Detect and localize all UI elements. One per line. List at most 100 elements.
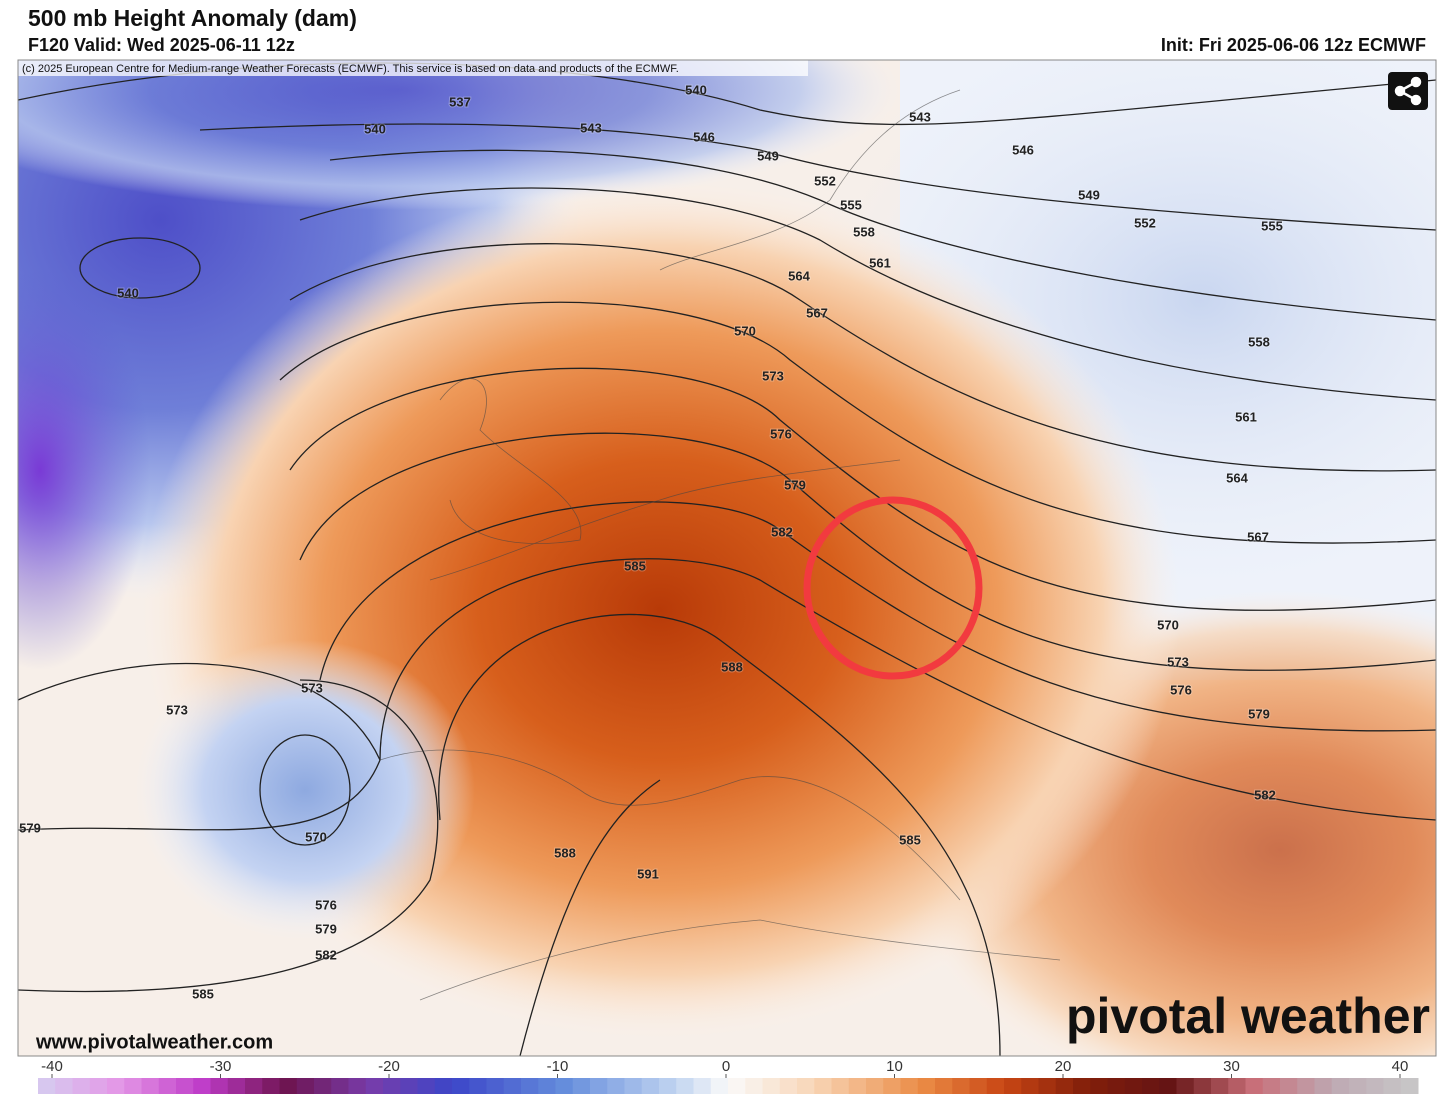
colorbar-swatch [1193,1078,1212,1094]
shade-low [135,640,475,940]
colorbar-swatch [1245,1078,1264,1094]
coast [439,378,582,545]
colorbar-swatch [1038,1078,1057,1094]
contour-label: 582 [771,524,793,539]
colorbar-tick-label: -10 [547,1058,569,1075]
colorbar-swatch [624,1078,643,1094]
colorbar-swatch [72,1078,91,1094]
colorbar-swatch [590,1078,608,1094]
colorbar-swatch [745,1078,763,1094]
valid-time: F120 Valid: Wed 2025-06-11 12z [28,35,295,55]
contour [329,149,1436,321]
colorbar-tick-label: 40 [1392,1058,1409,1075]
colorbar-swatch [279,1078,298,1094]
colorbar-swatch [141,1078,160,1094]
contour [199,123,1436,231]
share-button[interactable] [1388,72,1428,110]
contour-label: 549 [1078,187,1100,202]
share-icon[interactable] [1394,76,1422,106]
colorbar-swatch [883,1078,901,1094]
contour-label: 567 [806,305,828,320]
contour [18,679,439,993]
contour-label: 579 [19,820,41,835]
colorbar-swatch [814,1078,832,1094]
contour-label: 576 [1170,682,1192,697]
copyright-bg [18,60,808,76]
contour-label: 561 [869,255,891,270]
colorbar-swatch [952,1078,970,1094]
contour-label: 552 [814,173,836,188]
contour-label: 585 [899,832,921,847]
colorbar-swatch [848,1078,867,1094]
contour [319,501,1436,732]
colorbar-swatch [986,1078,1005,1094]
contour [79,237,201,299]
contour-label: 591 [637,866,659,881]
contour-label: 540 [117,285,139,300]
contours [18,62,1436,1056]
colorbar-swatch [1124,1078,1143,1094]
colorbar-swatch [521,1078,539,1094]
contour-label: 564 [1226,470,1248,485]
map-frame [17,59,1437,1057]
contour-label: 555 [840,197,862,212]
colorbar-swatch [797,1078,815,1094]
colorbar-swatch [762,1078,781,1094]
colorbar-swatch [676,1078,694,1094]
contour-label: 585 [192,986,214,1001]
colorbar-swatch [659,1078,677,1094]
colorbar-swatch [607,1078,625,1094]
contour [279,301,1436,544]
coastlines [379,89,1061,1001]
site-url: www.pivotalweather.com [35,1031,273,1053]
colorbar-tick-label: -30 [210,1058,232,1075]
contour-label: 540 [685,82,707,97]
colorbar-tick-label: 10 [886,1058,903,1075]
colorbar-swatch [469,1078,487,1094]
contour-label: 573 [301,680,323,695]
colorbar-swatch [262,1078,280,1094]
contour-label: 582 [1254,787,1276,802]
colorbar-swatch [227,1078,246,1094]
contour-label: 576 [315,897,337,912]
contour-label: 585 [624,558,646,573]
colorbar-swatch [158,1078,177,1094]
colorbar-swatch [1366,1078,1384,1094]
colorbar-swatch [728,1078,746,1094]
contour [299,432,1436,671]
colorbar-swatch [1383,1078,1402,1094]
contour-label: 573 [166,702,188,717]
copyright: (c) 2025 European Centre for Medium-rang… [22,63,679,75]
shade-cold-top [18,60,900,210]
colorbar-swatch [1349,1078,1367,1094]
contour-label: 555 [1261,218,1283,233]
contour-label: 588 [554,845,576,860]
colorbar-swatch [434,1078,453,1094]
colorbar-tick-label: -20 [378,1058,400,1075]
contour-label: 549 [757,148,779,163]
colorbar-swatch [831,1078,850,1094]
contour-label: 561 [1235,409,1257,424]
contour-label: 546 [693,129,715,144]
colorbar-swatch [1107,1078,1126,1094]
coast [379,749,961,901]
contour-label: 582 [315,947,337,962]
colorbar-swatch [1211,1078,1229,1094]
colorbar-swatch [38,1078,56,1094]
colorbar-swatch [365,1078,384,1094]
colorbar-swatch [331,1078,349,1094]
contour-label: 579 [315,921,337,936]
contour-labels: 537 540 540 543 546 549 543 546 552 555 549 552 555 5… [18,81,1284,1002]
colorbar-swatch [866,1078,884,1094]
contour [289,243,1436,472]
contour-label: 570 [734,323,756,338]
colorbar-swatch [1297,1078,1315,1094]
contour-label: 573 [762,368,784,383]
colorbar-tick-label: 30 [1223,1058,1240,1075]
colorbar-swatch [572,1078,591,1094]
colorbar-swatch [1090,1078,1108,1094]
colorbar-tick-label: -40 [41,1058,63,1075]
contour-label: 570 [305,829,327,844]
